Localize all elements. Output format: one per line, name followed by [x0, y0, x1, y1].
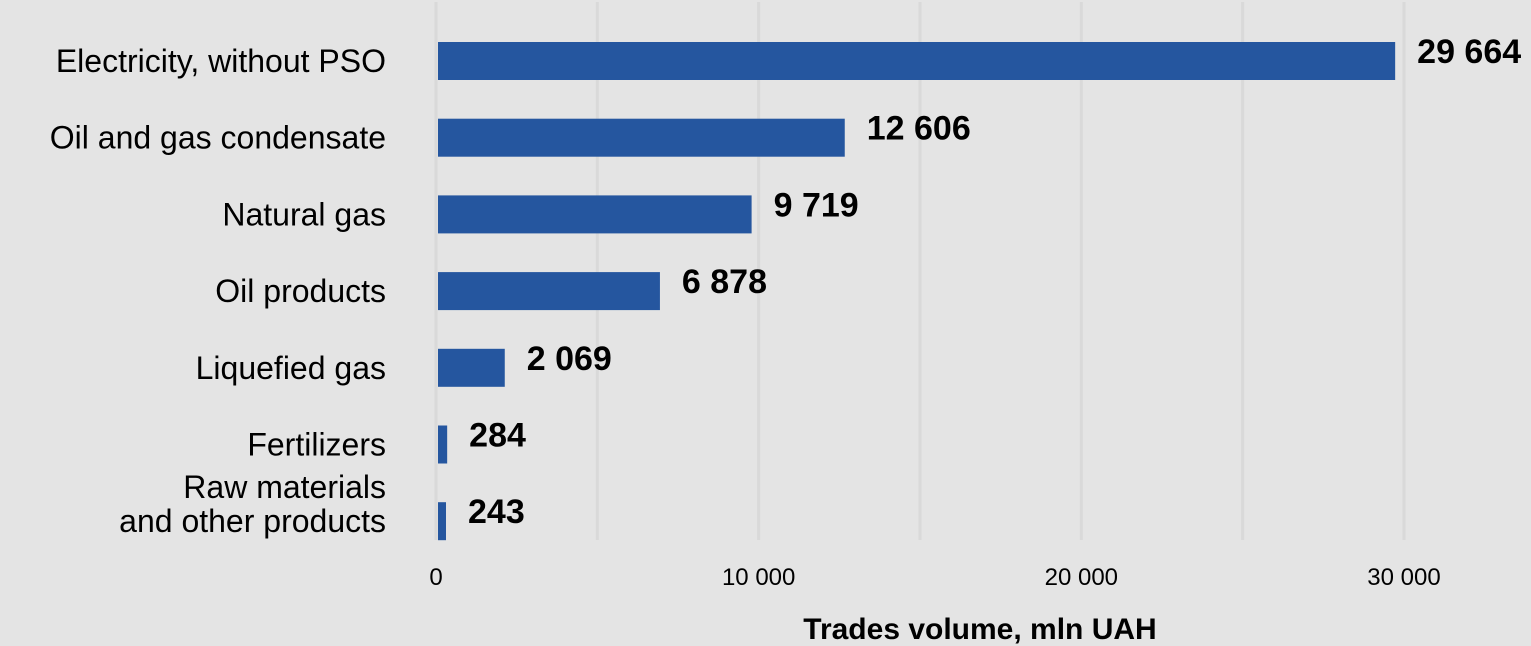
value-label: 243 — [468, 493, 525, 531]
value-label: 6 878 — [682, 263, 767, 301]
category-label: Oil products — [215, 273, 386, 309]
bar — [438, 118, 845, 157]
bar — [438, 195, 752, 234]
bars-group — [438, 42, 1396, 541]
value-label: 9 719 — [774, 186, 859, 224]
x-tick-label: 30 000 — [1367, 564, 1440, 591]
category-labels: Electricity, without PSO Oil and gas cond… — [50, 43, 386, 539]
x-tick-label: 10 000 — [722, 564, 795, 591]
x-tick-label: 20 000 — [1045, 564, 1118, 591]
grid-lines — [434, 2, 1406, 540]
x-tick-label: 0 — [429, 564, 442, 591]
category-label: Electricity, without PSO — [56, 43, 386, 79]
category-label: Natural gas — [222, 196, 386, 232]
value-label: 12 606 — [867, 110, 971, 148]
category-label: Oil and gas condensate — [50, 120, 386, 156]
category-label: Raw materials and other products — [119, 469, 386, 539]
x-axis-ticks: 0 10 000 20 000 30 000 — [429, 564, 1440, 591]
value-label: 2 069 — [527, 340, 612, 378]
value-label: 284 — [469, 416, 526, 454]
category-label: Fertilizers — [247, 427, 386, 463]
bar — [438, 42, 1396, 80]
bar — [438, 348, 505, 387]
bar — [438, 272, 660, 311]
bar — [438, 425, 448, 464]
bar — [438, 502, 446, 541]
value-label: 29 664 — [1417, 33, 1521, 71]
x-axis-title: Trades volume, mln UAH — [803, 613, 1156, 646]
category-label: Liquefied gas — [196, 350, 386, 386]
